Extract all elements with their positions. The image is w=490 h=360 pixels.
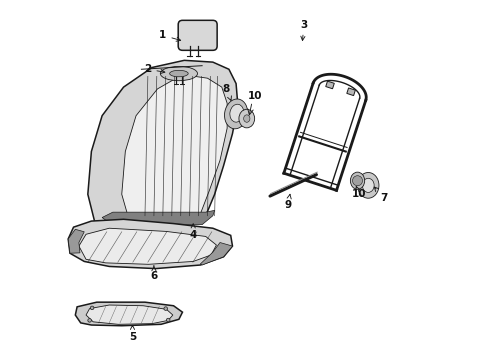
Polygon shape	[122, 75, 227, 220]
FancyBboxPatch shape	[178, 20, 217, 50]
Text: 1: 1	[159, 30, 181, 41]
Polygon shape	[79, 228, 217, 264]
Text: 4: 4	[190, 224, 197, 240]
Circle shape	[90, 306, 94, 310]
Polygon shape	[347, 88, 355, 96]
Text: 9: 9	[284, 194, 292, 210]
Text: 3: 3	[300, 19, 308, 40]
Polygon shape	[68, 229, 84, 253]
Text: 10: 10	[248, 91, 262, 101]
Ellipse shape	[358, 172, 379, 198]
Circle shape	[88, 319, 92, 322]
Ellipse shape	[230, 104, 244, 122]
Polygon shape	[102, 210, 215, 225]
Ellipse shape	[239, 109, 255, 128]
Polygon shape	[326, 81, 334, 89]
Ellipse shape	[170, 70, 188, 77]
Ellipse shape	[362, 178, 374, 193]
Ellipse shape	[350, 172, 365, 189]
Ellipse shape	[244, 115, 250, 122]
Polygon shape	[68, 219, 232, 269]
Polygon shape	[75, 302, 182, 326]
Text: 2: 2	[144, 64, 165, 74]
Text: 5: 5	[129, 325, 136, 342]
Polygon shape	[200, 243, 232, 265]
Circle shape	[167, 318, 170, 322]
Text: 8: 8	[223, 84, 231, 100]
Polygon shape	[86, 305, 173, 324]
Text: 6: 6	[150, 266, 157, 282]
Ellipse shape	[224, 99, 247, 129]
Circle shape	[352, 176, 363, 186]
Circle shape	[164, 307, 168, 310]
Text: 7: 7	[374, 187, 388, 203]
Text: 10: 10	[352, 189, 367, 199]
Ellipse shape	[160, 66, 197, 81]
Polygon shape	[88, 60, 238, 227]
